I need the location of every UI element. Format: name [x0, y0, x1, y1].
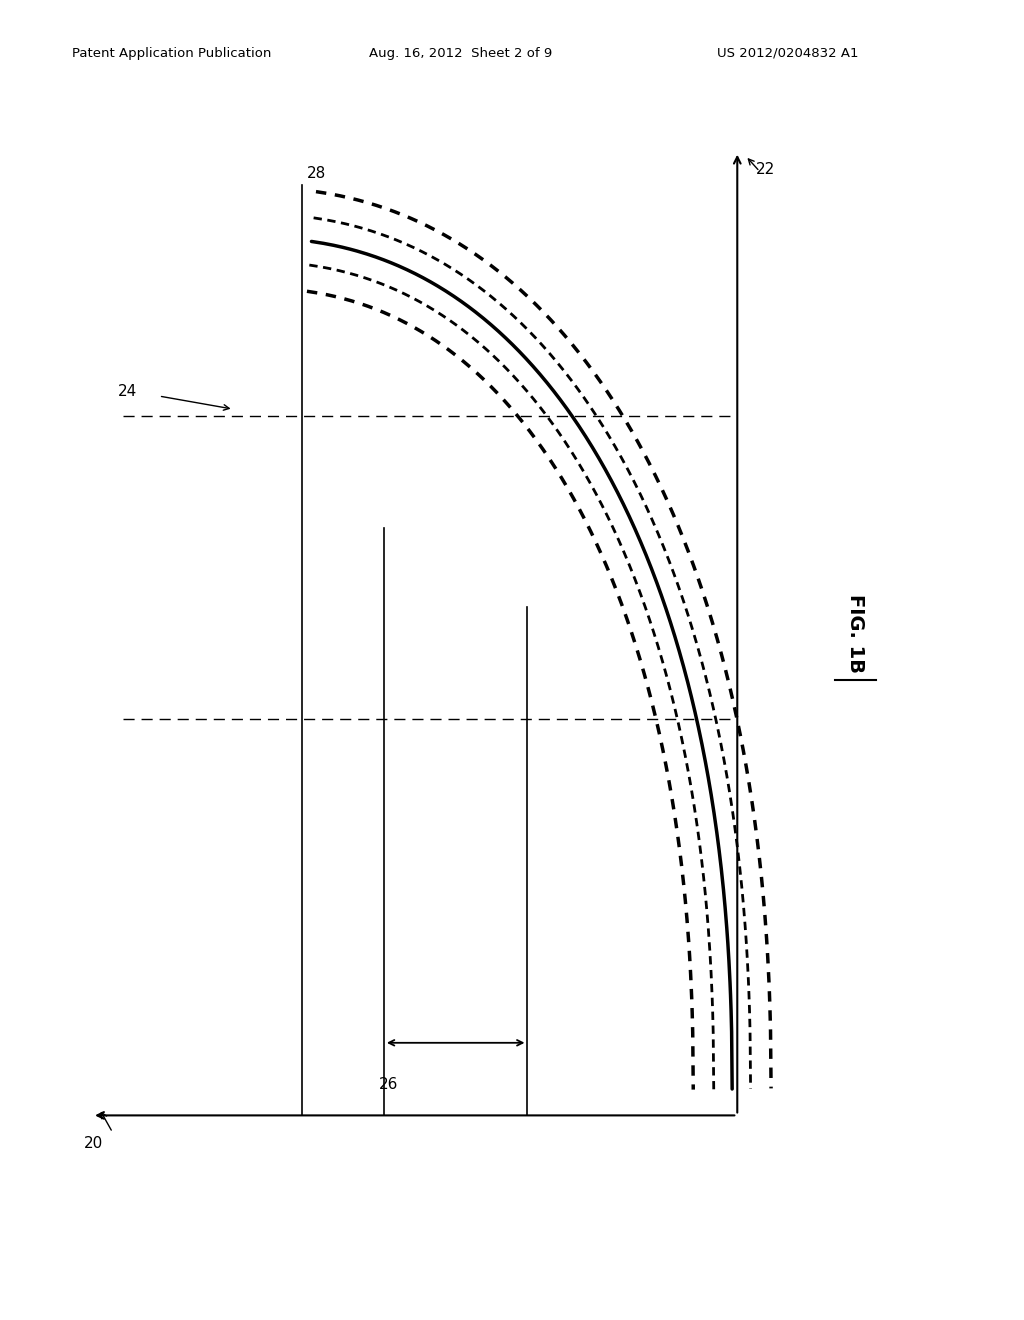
- Text: Aug. 16, 2012  Sheet 2 of 9: Aug. 16, 2012 Sheet 2 of 9: [369, 46, 552, 59]
- Text: US 2012/0204832 A1: US 2012/0204832 A1: [717, 46, 858, 59]
- Text: 28: 28: [307, 166, 327, 181]
- Text: FIG. 1B: FIG. 1B: [846, 594, 864, 673]
- Text: 24: 24: [118, 384, 137, 399]
- Text: 22: 22: [756, 162, 775, 177]
- Text: 20: 20: [84, 1137, 103, 1151]
- Text: Patent Application Publication: Patent Application Publication: [72, 46, 271, 59]
- Text: 26: 26: [379, 1077, 398, 1092]
